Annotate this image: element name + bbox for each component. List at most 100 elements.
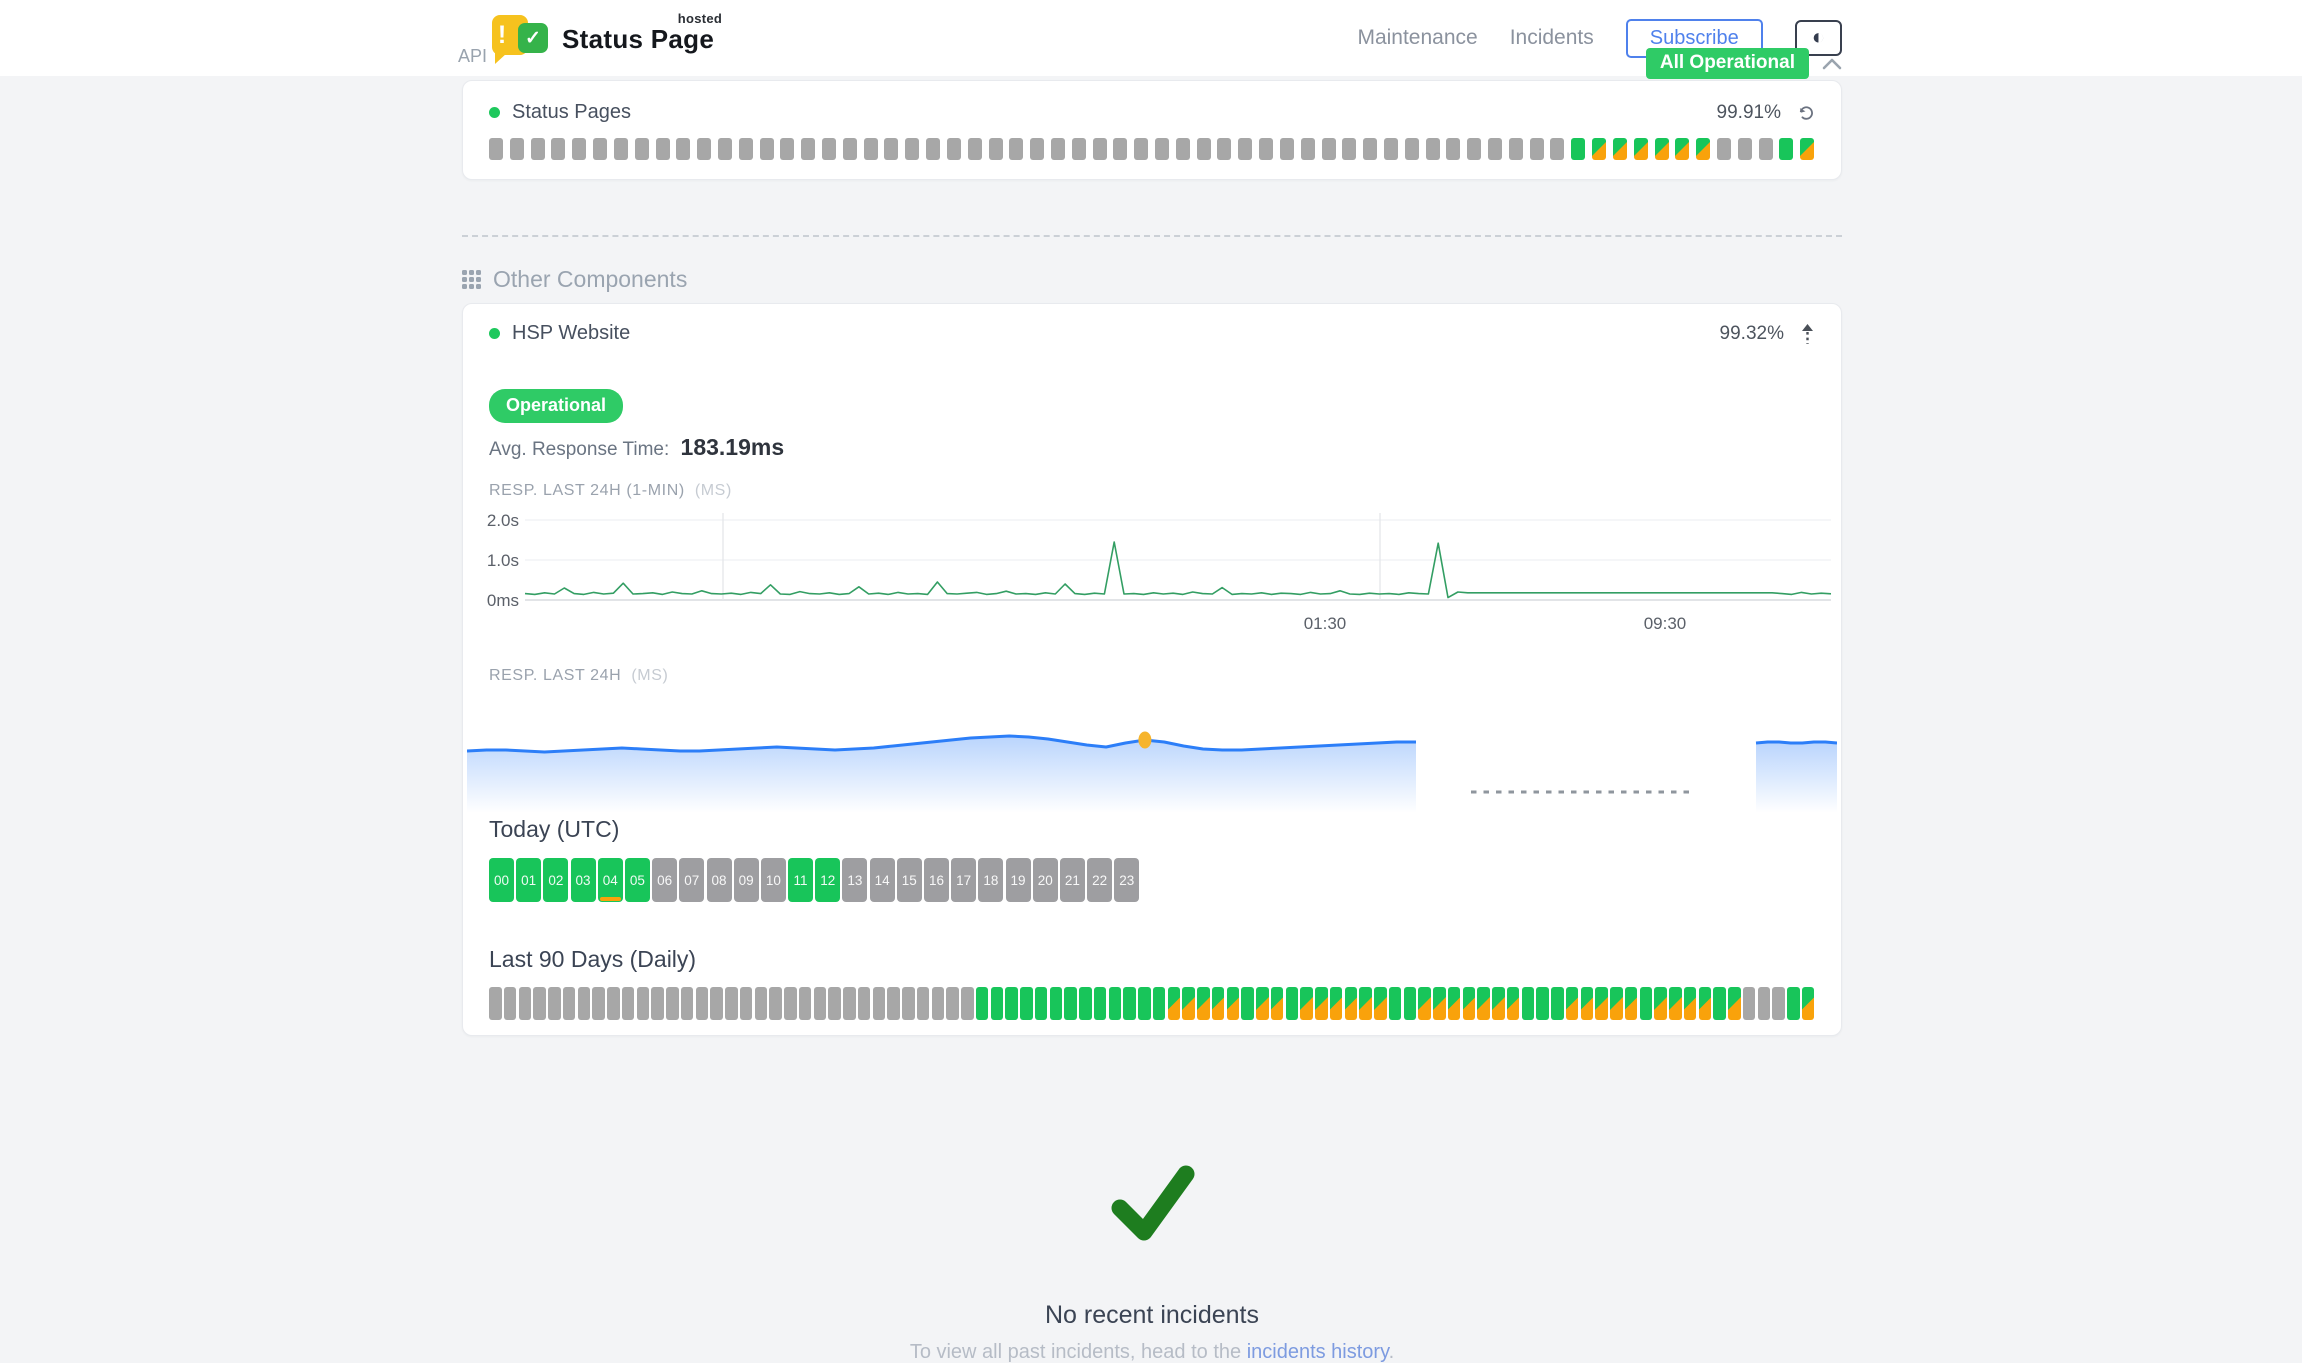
day-segment bbox=[1020, 987, 1033, 1020]
uptime-bar-segment bbox=[1113, 138, 1128, 160]
day-segment bbox=[1551, 987, 1564, 1020]
uptime-bar-segment bbox=[634, 138, 649, 160]
hour-label: 01 bbox=[521, 872, 537, 888]
chart2-unit: (MS) bbox=[631, 667, 669, 684]
hour-label: 14 bbox=[874, 872, 890, 888]
incidents-subtitle: To view all past incidents, head to the … bbox=[462, 1341, 1842, 1363]
day-segment bbox=[1595, 987, 1608, 1020]
uptime-bar-segment bbox=[1092, 138, 1107, 160]
day-segment bbox=[843, 987, 856, 1020]
day-segment bbox=[1374, 987, 1387, 1020]
hour-label: 18 bbox=[983, 872, 999, 888]
data-point-marker[interactable] bbox=[1138, 731, 1152, 749]
day-segment bbox=[577, 987, 591, 1020]
uptime-bar-segment bbox=[572, 138, 587, 160]
uptime-bar-segment bbox=[509, 138, 524, 160]
hour-block: 15 bbox=[896, 858, 922, 902]
day-segment bbox=[680, 987, 694, 1020]
uptime-bar-segment bbox=[1737, 138, 1752, 160]
hour-label: 11 bbox=[793, 872, 808, 888]
hour-block: 09 bbox=[733, 858, 759, 902]
scroll-top-arrow-icon[interactable] bbox=[1800, 323, 1815, 345]
day-segment bbox=[518, 987, 532, 1020]
day-segment bbox=[1138, 987, 1151, 1020]
chart1-label: RESP. LAST 24H (1-MIN) (MS) bbox=[489, 482, 732, 499]
day-segment bbox=[1698, 987, 1712, 1020]
uptime-bar-segment bbox=[1716, 138, 1731, 160]
day-segment bbox=[1787, 987, 1800, 1020]
hour-label: 22 bbox=[1092, 872, 1108, 888]
chart1-unit: (MS) bbox=[694, 482, 732, 499]
status-pages-row: Status Pages 99.91% bbox=[489, 101, 1815, 124]
day-segment bbox=[1049, 987, 1063, 1020]
day-segment bbox=[1565, 987, 1579, 1020]
hour-label: 23 bbox=[1119, 872, 1135, 888]
uptime-bar-segment bbox=[1612, 138, 1627, 160]
day-segment bbox=[548, 987, 561, 1020]
x-tick-0930: 09:30 bbox=[1644, 614, 1687, 633]
brand[interactable]: ! ✓ Status Page hosted bbox=[492, 10, 723, 66]
refresh-icon[interactable] bbox=[1797, 104, 1815, 122]
day-segment bbox=[931, 987, 945, 1020]
y-tick-2s: 2.0s bbox=[487, 511, 519, 530]
hour-label: 15 bbox=[901, 872, 917, 888]
day-segment bbox=[621, 987, 635, 1020]
component-name: Status Pages bbox=[512, 101, 631, 123]
incidents-history-link[interactable]: incidents history bbox=[1246, 1341, 1389, 1363]
hour-incident-marker bbox=[599, 897, 621, 901]
uptime-bar-segment bbox=[1467, 138, 1482, 160]
hour-block: 11 bbox=[788, 858, 814, 902]
day-segment bbox=[1506, 987, 1520, 1020]
hour-block: 17 bbox=[951, 858, 977, 902]
uptime-bar-segment bbox=[1383, 138, 1398, 160]
nav-maintenance[interactable]: Maintenance bbox=[1357, 26, 1478, 49]
day-segment bbox=[1064, 987, 1077, 1020]
hour-label: 16 bbox=[928, 872, 945, 888]
uptime-percent: 99.32% bbox=[1719, 322, 1784, 344]
uptime-bar-segment bbox=[1259, 138, 1274, 160]
uptime-bar-segment bbox=[489, 138, 503, 160]
hour-block: 07 bbox=[679, 858, 705, 902]
uptime-bar-segment bbox=[1238, 138, 1253, 160]
hour-block: 18 bbox=[978, 858, 1004, 902]
hour-block: 10 bbox=[760, 858, 786, 902]
day-segment bbox=[1521, 987, 1535, 1020]
day-segment bbox=[1683, 987, 1697, 1020]
uptime-bar-segment bbox=[1800, 138, 1815, 160]
last90-title: Last 90 Days (Daily) bbox=[489, 946, 697, 972]
day-segment bbox=[754, 987, 768, 1020]
day-segment bbox=[1418, 987, 1431, 1020]
uptime-bar-segment bbox=[1342, 138, 1357, 160]
hour-label: 17 bbox=[956, 872, 972, 888]
hour-label: 13 bbox=[847, 872, 863, 888]
uptime-bar-segment bbox=[613, 138, 628, 160]
area-segment-2-fill bbox=[1756, 742, 1837, 813]
nav-incidents[interactable]: Incidents bbox=[1509, 26, 1594, 49]
hour-block: 16 bbox=[924, 858, 949, 902]
hour-block: 08 bbox=[706, 858, 732, 902]
day-segment bbox=[651, 987, 664, 1020]
response-line bbox=[524, 541, 1832, 599]
uptime-bar-segment bbox=[1654, 138, 1669, 160]
checkmark-icon bbox=[1111, 1165, 1195, 1241]
status-dot bbox=[489, 328, 500, 339]
section-title-api: API bbox=[458, 46, 488, 66]
day-segment bbox=[1093, 987, 1107, 1020]
day-segment bbox=[990, 987, 1004, 1020]
brand-title: Status Page hosted bbox=[562, 10, 723, 54]
uptime-bar-segment bbox=[1363, 138, 1378, 160]
day-segment bbox=[533, 987, 546, 1020]
uptime-bar-segment bbox=[1175, 138, 1190, 160]
day-segment bbox=[710, 987, 723, 1020]
chevron-up-icon[interactable] bbox=[1822, 57, 1842, 70]
day-segment bbox=[739, 987, 753, 1020]
day-segment bbox=[1477, 987, 1490, 1020]
day-segment bbox=[1329, 987, 1343, 1020]
day-segment bbox=[1152, 987, 1166, 1020]
hsp-website-card: HSP Website 99.32% Operational Avg. Resp… bbox=[462, 303, 1842, 1036]
brand-superscript: hosted bbox=[677, 10, 723, 26]
component-label: Status Pages bbox=[489, 101, 631, 124]
hour-label: 06 bbox=[657, 872, 673, 888]
theme-toggle-icon: ◐ bbox=[1811, 24, 1825, 49]
section-divider bbox=[462, 235, 1842, 237]
